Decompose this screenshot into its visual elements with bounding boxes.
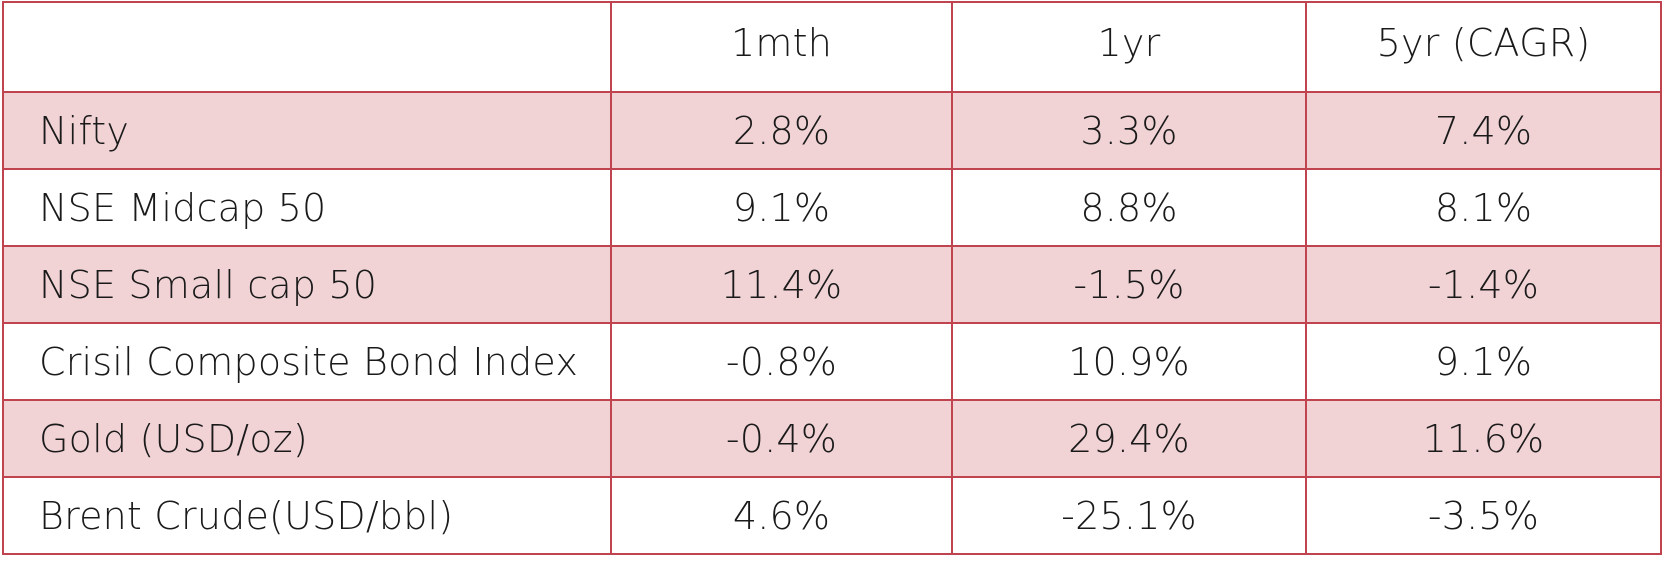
- cell-5yr: 7.4%: [1305, 91, 1662, 170]
- table-row: NSE Midcap 50 9.1% 8.8% 8.1%: [2, 168, 1662, 247]
- cell-1yr: 29.4%: [951, 399, 1307, 478]
- table-row: NSE Small cap 50 11.4% -1.5% -1.4%: [2, 245, 1662, 324]
- cell-5yr: 8.1%: [1305, 168, 1662, 247]
- row-label: Brent Crude(USD/bbl): [2, 476, 612, 555]
- row-label: Nifty: [2, 91, 612, 170]
- cell-1yr: -1.5%: [951, 245, 1307, 324]
- table-row: Crisil Composite Bond Index -0.8% 10.9% …: [2, 322, 1662, 401]
- cell-5yr: -3.5%: [1305, 476, 1662, 555]
- cell-1yr: -25.1%: [951, 476, 1307, 555]
- cell-1yr: 3.3%: [951, 91, 1307, 170]
- table-row: Brent Crude(USD/bbl) 4.6% -25.1% -3.5%: [2, 476, 1662, 555]
- cell-1mth: -0.8%: [610, 322, 953, 401]
- header-row: 1mth 1yr 5yr (CAGR): [2, 1, 1662, 93]
- cell-5yr: 9.1%: [1305, 322, 1662, 401]
- cell-1mth: -0.4%: [610, 399, 953, 478]
- row-label: Gold (USD/oz): [2, 399, 612, 478]
- returns-table: 1mth 1yr 5yr (CAGR) Nifty 2.8% 3.3% 7.4%…: [2, 1, 1662, 555]
- cell-1mth: 2.8%: [610, 91, 953, 170]
- header-5yr-cagr: 5yr (CAGR): [1305, 1, 1662, 93]
- table-row: Gold (USD/oz) -0.4% 29.4% 11.6%: [2, 399, 1662, 478]
- row-label: NSE Midcap 50: [2, 168, 612, 247]
- cell-5yr: -1.4%: [1305, 245, 1662, 324]
- cell-1mth: 4.6%: [610, 476, 953, 555]
- row-label: Crisil Composite Bond Index: [2, 322, 612, 401]
- header-1mth: 1mth: [610, 1, 953, 93]
- header-1yr: 1yr: [951, 1, 1307, 93]
- row-label: NSE Small cap 50: [2, 245, 612, 324]
- table-row: Nifty 2.8% 3.3% 7.4%: [2, 91, 1662, 170]
- cell-1mth: 11.4%: [610, 245, 953, 324]
- cell-1yr: 8.8%: [951, 168, 1307, 247]
- cell-5yr: 11.6%: [1305, 399, 1662, 478]
- header-blank-cell: [2, 1, 612, 93]
- cell-1mth: 9.1%: [610, 168, 953, 247]
- cell-1yr: 10.9%: [951, 322, 1307, 401]
